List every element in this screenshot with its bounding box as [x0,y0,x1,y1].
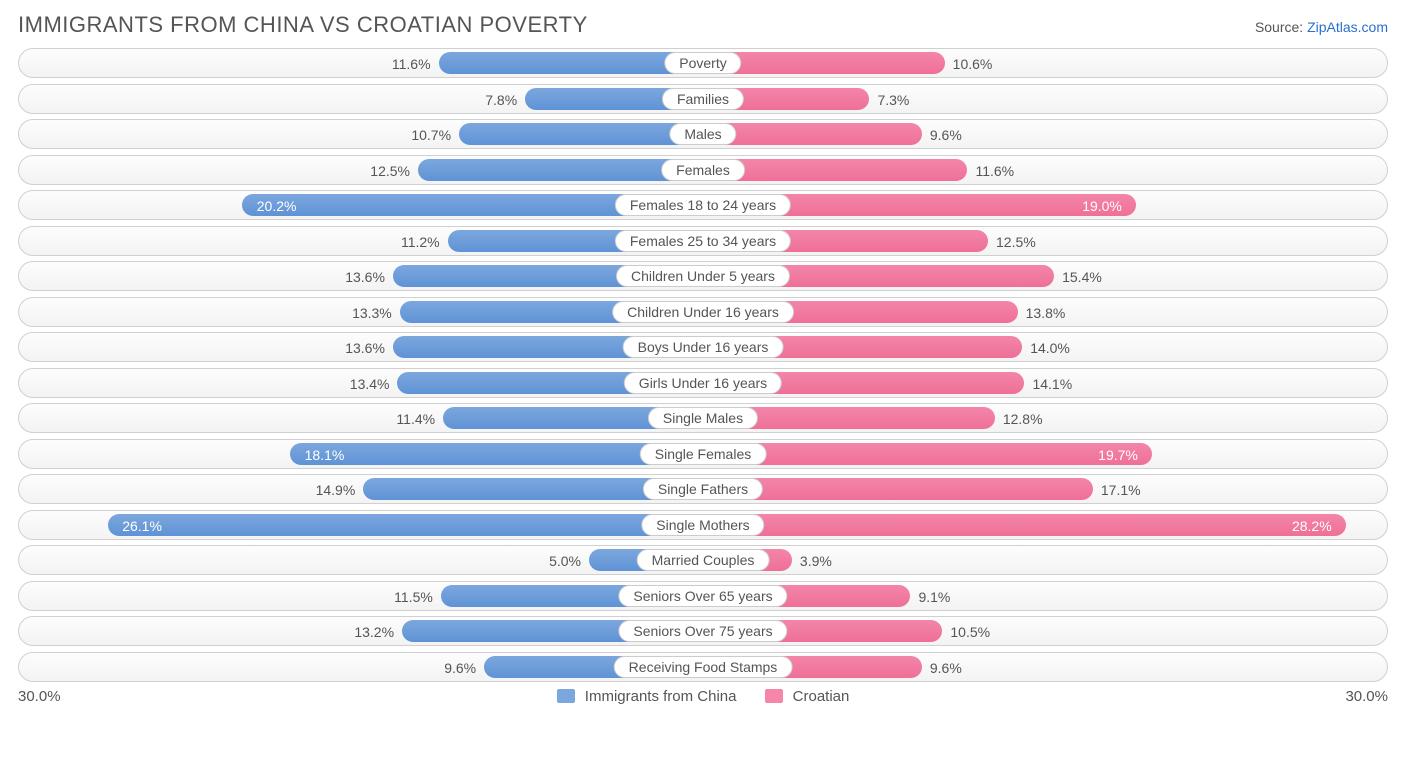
chart-row: 11.2% 12.5% Females 25 to 34 years [18,226,1388,256]
bar-left [108,514,703,536]
value-left: 13.4% [350,369,390,399]
chart-row: 14.9% 17.1% Single Fathers [18,474,1388,504]
value-right: 12.5% [996,227,1036,257]
value-right: 14.1% [1032,369,1072,399]
value-left: 11.4% [396,404,435,434]
value-right: 19.0% [1082,191,1122,221]
category-label: Receiving Food Stamps [614,656,793,678]
value-right: 9.6% [930,120,962,150]
value-right: 9.1% [918,582,950,612]
value-left: 20.2% [257,191,297,221]
value-left: 11.5% [394,582,433,612]
value-right: 12.8% [1003,404,1043,434]
category-label: Poverty [664,52,741,74]
category-label: Single Fathers [643,478,763,500]
value-left: 7.8% [485,85,517,115]
value-left: 10.7% [411,120,451,150]
chart-row: 11.5% 9.1% Seniors Over 65 years [18,581,1388,611]
legend-swatch-right [765,689,783,703]
chart-row: 13.4% 14.1% Girls Under 16 years [18,368,1388,398]
value-left: 18.1% [305,440,345,470]
legend-swatch-left [557,689,575,703]
chart-row: 13.2% 10.5% Seniors Over 75 years [18,616,1388,646]
axis-max-left: 30.0% [18,688,98,705]
value-right: 11.6% [975,156,1014,186]
axis-max-right: 30.0% [1308,688,1388,705]
value-right: 7.3% [877,85,909,115]
chart-row: 12.5% 11.6% Females [18,155,1388,185]
value-left: 13.6% [345,333,385,363]
value-left: 13.2% [354,617,394,647]
chart-row: 10.7% 9.6% Males [18,119,1388,149]
value-left: 9.6% [444,653,476,683]
category-label: Seniors Over 75 years [618,620,787,642]
category-label: Children Under 16 years [612,301,794,323]
value-right: 13.8% [1026,298,1066,328]
chart-row: 7.8% 7.3% Families [18,84,1388,114]
legend-label-right: Croatian [793,688,850,705]
value-right: 9.6% [930,653,962,683]
category-label: Boys Under 16 years [623,336,784,358]
value-right: 17.1% [1101,475,1141,505]
legend: Immigrants from China Croatian [98,688,1308,705]
value-left: 13.3% [352,298,392,328]
category-label: Single Females [640,443,767,465]
category-label: Children Under 5 years [616,265,790,287]
chart-row: 11.4% 12.8% Single Males [18,403,1388,433]
value-right: 28.2% [1292,511,1332,541]
source: Source: ZipAtlas.com [1255,19,1388,35]
chart-row: 13.6% 15.4% Children Under 5 years [18,261,1388,291]
category-label: Girls Under 16 years [624,372,782,394]
category-label: Married Couples [637,549,770,571]
category-label: Males [669,123,736,145]
value-left: 26.1% [122,511,162,541]
value-right: 10.6% [953,49,993,79]
legend-label-left: Immigrants from China [585,688,737,705]
value-left: 12.5% [370,156,410,186]
chart-row: 13.3% 13.8% Children Under 16 years [18,297,1388,327]
chart-row: 18.1% 19.7% Single Females [18,439,1388,469]
value-right: 10.5% [950,617,990,647]
diverging-bar-chart: 11.6% 10.6% Poverty 7.8% 7.3% Families 10.7% 9.… [18,48,1388,682]
value-right: 19.7% [1098,440,1138,470]
legend-item-right: Croatian [765,688,850,705]
bar-left [459,123,703,145]
source-label: Source: [1255,19,1303,35]
category-label: Females 18 to 24 years [615,194,791,216]
chart-row: 5.0% 3.9% Married Couples [18,545,1388,575]
chart-title: IMMIGRANTS FROM CHINA VS CROATIAN POVERT… [18,12,588,38]
value-right: 14.0% [1030,333,1070,363]
category-label: Seniors Over 65 years [618,585,787,607]
category-label: Single Males [648,407,758,429]
value-left: 13.6% [345,262,385,292]
legend-item-left: Immigrants from China [557,688,737,705]
header: IMMIGRANTS FROM CHINA VS CROATIAN POVERT… [18,12,1388,38]
category-label: Females [661,159,745,181]
value-right: 15.4% [1062,262,1102,292]
category-label: Families [662,88,744,110]
value-left: 5.0% [549,546,581,576]
category-label: Females 25 to 34 years [615,230,791,252]
source-link[interactable]: ZipAtlas.com [1307,19,1388,35]
bar-right [703,514,1346,536]
value-left: 11.2% [401,227,440,257]
category-label: Single Mothers [641,514,764,536]
chart-row: 11.6% 10.6% Poverty [18,48,1388,78]
bar-right [703,443,1152,465]
chart-row: 20.2% 19.0% Females 18 to 24 years [18,190,1388,220]
value-left: 11.6% [392,49,431,79]
chart-row: 9.6% 9.6% Receiving Food Stamps [18,652,1388,682]
chart-row: 26.1% 28.2% Single Mothers [18,510,1388,540]
chart-footer: 30.0% Immigrants from China Croatian 30.… [18,688,1388,705]
value-left: 14.9% [316,475,356,505]
value-right: 3.9% [800,546,832,576]
chart-row: 13.6% 14.0% Boys Under 16 years [18,332,1388,362]
